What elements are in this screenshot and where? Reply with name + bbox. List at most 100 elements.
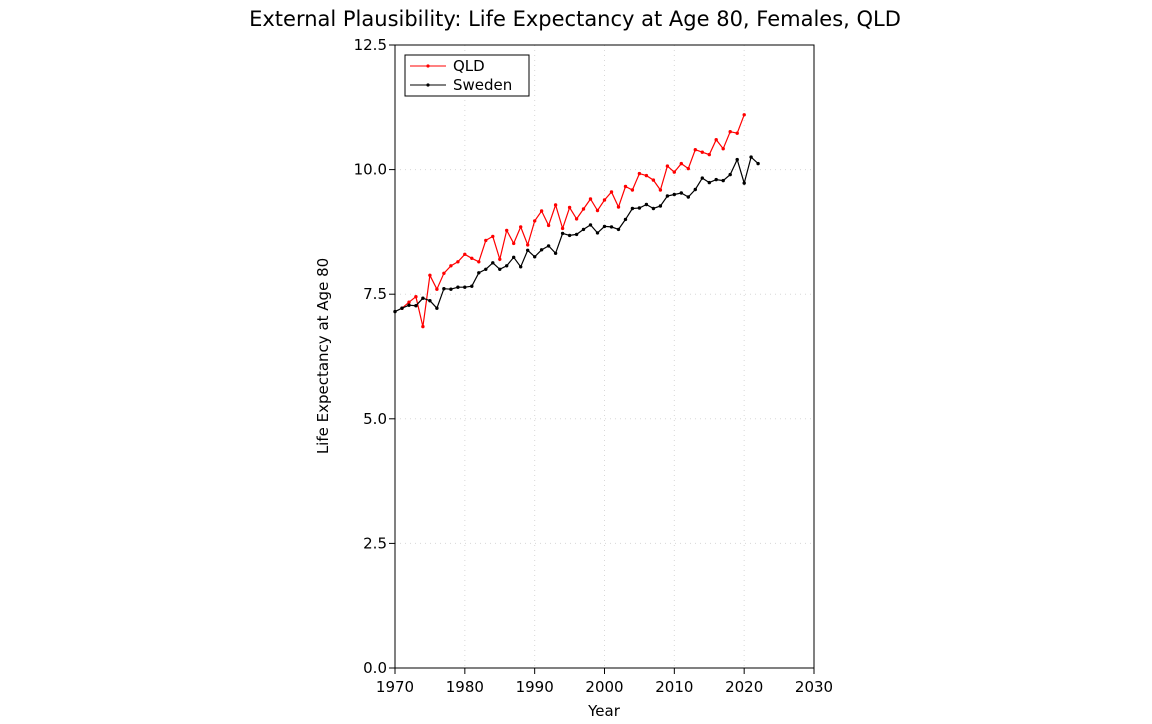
data-point-sweden <box>756 161 760 166</box>
y-axis-label: Life Expectancy at Age 80 <box>314 258 332 454</box>
data-point-sweden <box>546 244 551 248</box>
data-point-qld <box>546 223 551 228</box>
x-tick-label: 2020 <box>725 678 763 696</box>
data-point-qld <box>693 148 697 152</box>
data-point-qld <box>539 209 544 213</box>
data-point-sweden <box>679 191 683 195</box>
data-point-qld <box>714 138 718 142</box>
data-point-sweden <box>539 248 544 252</box>
series-layer <box>393 113 760 329</box>
data-point-qld <box>609 190 614 194</box>
data-point-sweden <box>442 287 446 291</box>
data-point-qld <box>463 252 467 256</box>
data-point-sweden <box>491 261 495 265</box>
grid <box>395 45 814 668</box>
legend-label-qld: QLD <box>453 57 485 75</box>
data-point-sweden <box>581 227 586 232</box>
data-point-sweden <box>651 206 656 211</box>
legend-marker-sweden <box>426 83 430 87</box>
data-point-qld <box>560 226 565 231</box>
data-point-qld <box>588 197 593 201</box>
x-tick-label: 1990 <box>516 678 554 696</box>
data-point-qld <box>637 171 642 176</box>
data-point-qld <box>700 150 704 154</box>
data-point-qld <box>526 243 530 247</box>
data-point-qld <box>651 178 656 182</box>
y-tick-label: 0.0 <box>363 659 387 677</box>
data-point-qld <box>595 208 600 213</box>
data-point-sweden <box>435 306 439 310</box>
data-point-qld <box>602 198 607 202</box>
legend: QLD Sweden <box>404 54 530 97</box>
data-point-qld <box>630 188 635 192</box>
data-point-sweden <box>449 287 453 291</box>
data-point-qld <box>574 217 579 221</box>
series-qld <box>400 113 746 329</box>
data-point-qld <box>484 238 488 243</box>
data-point-sweden <box>512 255 516 259</box>
data-point-sweden <box>526 248 530 252</box>
data-point-qld <box>644 173 649 178</box>
data-point-qld <box>679 161 683 166</box>
y-tick-label: 2.5 <box>363 534 387 552</box>
data-point-sweden <box>658 204 663 208</box>
data-point-qld <box>505 228 509 233</box>
data-point-sweden <box>623 217 628 222</box>
data-point-sweden <box>672 192 676 197</box>
legend-label-sweden: Sweden <box>453 76 512 94</box>
x-tick-label: 2010 <box>655 678 693 696</box>
data-point-sweden <box>477 271 481 275</box>
data-point-sweden <box>735 157 739 162</box>
data-point-qld <box>567 205 572 210</box>
data-point-sweden <box>567 233 572 238</box>
data-point-sweden <box>728 172 732 177</box>
data-point-sweden <box>609 225 614 229</box>
data-point-qld <box>728 130 732 134</box>
data-point-qld <box>421 324 425 329</box>
data-point-qld <box>721 147 725 151</box>
data-point-qld <box>707 152 711 157</box>
chart-title: External Plausibility: Life Expectancy a… <box>249 7 901 31</box>
series-sweden <box>393 155 760 314</box>
data-point-sweden <box>595 231 600 235</box>
data-point-sweden <box>602 224 607 229</box>
x-tick-label: 1980 <box>446 678 484 696</box>
data-point-qld <box>553 203 558 207</box>
data-point-sweden <box>498 267 502 271</box>
data-point-qld <box>686 166 690 171</box>
data-point-sweden <box>505 264 509 268</box>
data-point-qld <box>533 219 537 223</box>
data-point-qld <box>735 131 739 135</box>
data-point-sweden <box>693 187 697 192</box>
data-point-sweden <box>588 223 593 227</box>
x-axis-label: Year <box>587 702 621 720</box>
series-line-qld <box>401 114 745 327</box>
data-point-sweden <box>721 178 725 183</box>
data-point-qld <box>477 260 481 264</box>
data-point-sweden <box>700 176 704 180</box>
legend-marker-qld <box>426 64 430 68</box>
data-point-sweden <box>414 304 418 308</box>
data-point-qld <box>658 188 663 192</box>
data-point-qld <box>581 207 586 211</box>
axis-ticks: 0.0 2.5 5.0 7.5 10.0 12.5 1970 1980 1990 2000 2010… <box>354 36 834 696</box>
data-point-qld <box>616 205 621 209</box>
y-tick-label: 7.5 <box>363 285 387 303</box>
data-point-qld <box>498 257 502 261</box>
y-tick-label: 5.0 <box>363 410 387 428</box>
data-point-sweden <box>742 181 746 185</box>
data-point-sweden <box>637 206 642 210</box>
data-point-sweden <box>519 265 523 269</box>
data-point-sweden <box>686 195 690 199</box>
data-point-sweden <box>470 284 474 288</box>
y-tick-label: 12.5 <box>354 36 387 54</box>
data-point-sweden <box>533 255 537 259</box>
data-point-qld <box>491 234 495 239</box>
data-point-sweden <box>456 285 460 289</box>
x-tick-label: 2030 <box>795 678 833 696</box>
data-point-qld <box>512 241 516 246</box>
data-point-qld <box>519 225 523 229</box>
data-point-sweden <box>421 296 425 300</box>
data-point-qld <box>623 184 628 189</box>
